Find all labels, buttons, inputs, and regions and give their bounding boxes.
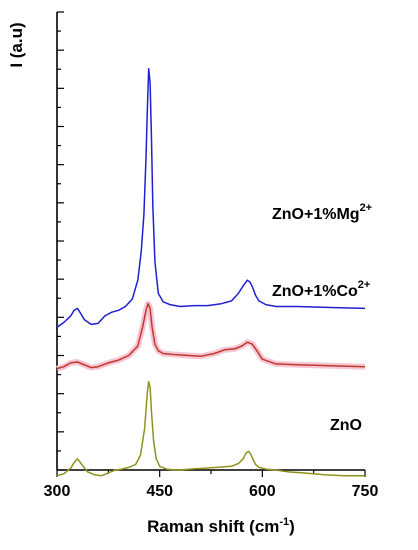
x-tick-label: 450 bbox=[146, 483, 173, 500]
x-tick-label: 750 bbox=[352, 483, 379, 500]
series-glow bbox=[56, 300, 366, 372]
labels: 300 450 600 750 Raman shift (cm-1) I (a.u) ZnO… bbox=[7, 22, 378, 536]
series-label-1: ZnO bbox=[330, 417, 362, 434]
y-axis-label: I (a.u) bbox=[7, 22, 26, 67]
series-line-1 bbox=[56, 380, 365, 477]
x-axis-label: Raman shift (cm-1) bbox=[147, 516, 295, 536]
series-label-3: ZnO+1%Mg2+ bbox=[272, 202, 372, 223]
series-label-2: ZnO+1%Co2+ bbox=[272, 279, 370, 300]
x-tick-label: 600 bbox=[249, 483, 276, 500]
series-lines bbox=[56, 67, 366, 477]
axes bbox=[56, 11, 366, 477]
x-tick-label: 300 bbox=[44, 483, 71, 500]
series-line-2 bbox=[56, 302, 366, 370]
series-line-3 bbox=[56, 67, 366, 328]
